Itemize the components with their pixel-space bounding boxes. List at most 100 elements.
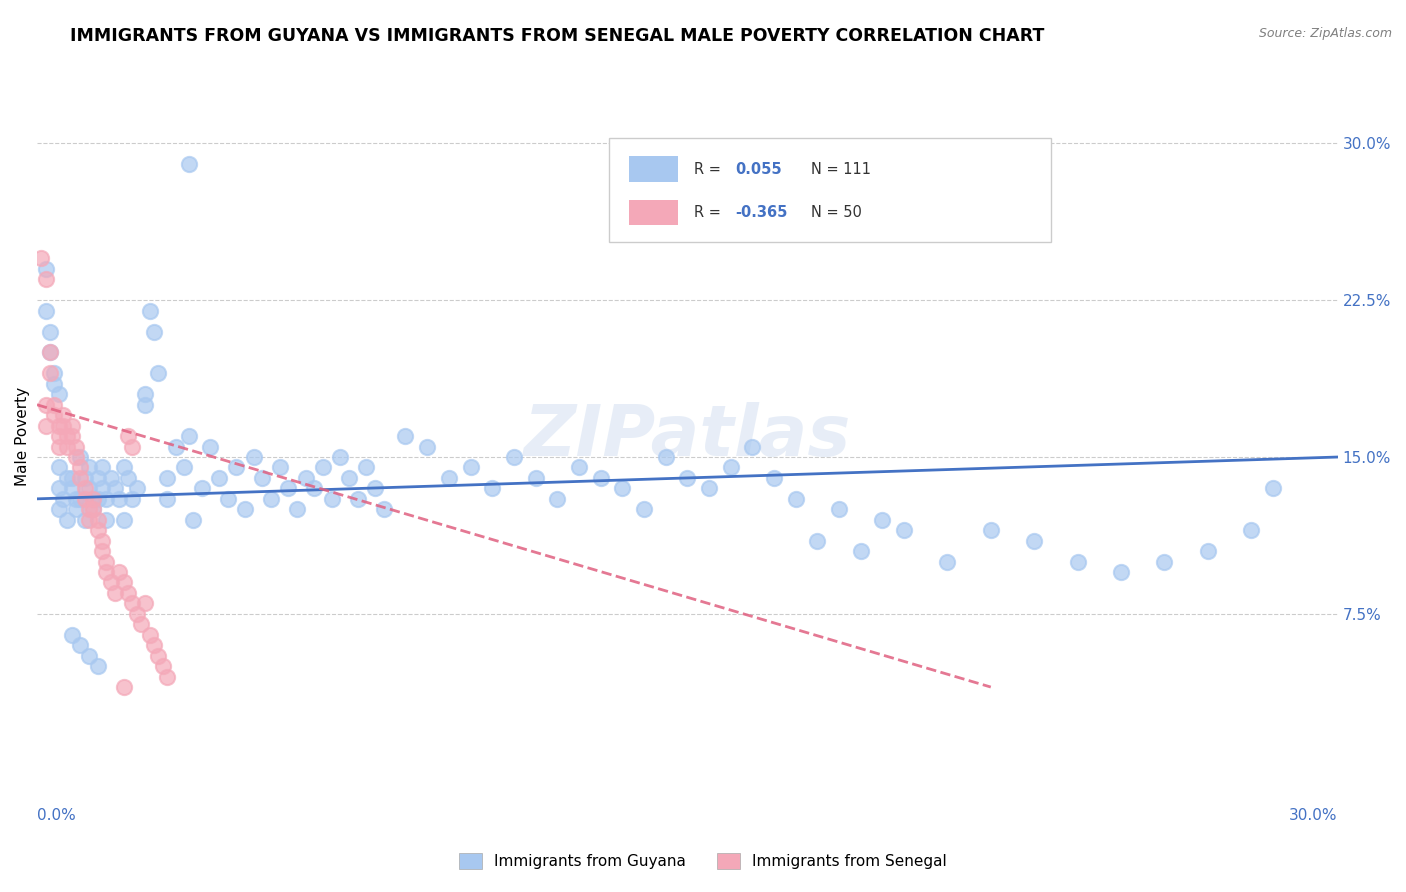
Point	[77, 460, 100, 475]
Point	[1109, 565, 1132, 579]
Text: 30.0%: 30.0%	[1289, 807, 1337, 822]
Point	[524, 471, 547, 485]
Point	[329, 450, 352, 464]
Point	[86, 659, 108, 673]
Point	[73, 482, 96, 496]
Point	[125, 607, 148, 621]
Legend: Immigrants from Guyana, Immigrants from Senegal: Immigrants from Guyana, Immigrants from …	[453, 847, 953, 875]
Point	[460, 460, 482, 475]
Point	[233, 502, 256, 516]
Text: 0.055: 0.055	[735, 161, 782, 177]
Point	[156, 491, 179, 506]
Point	[48, 387, 70, 401]
Point	[980, 523, 1002, 537]
Point	[82, 491, 104, 506]
Point	[872, 513, 894, 527]
Point	[117, 429, 139, 443]
Point	[56, 471, 79, 485]
Point	[741, 440, 763, 454]
Point	[373, 502, 395, 516]
Point	[96, 565, 118, 579]
Point	[806, 533, 828, 548]
Point	[117, 471, 139, 485]
Point	[65, 491, 87, 506]
Point	[177, 429, 200, 443]
Point	[91, 482, 114, 496]
Point	[121, 596, 143, 610]
Point	[48, 502, 70, 516]
Point	[589, 471, 612, 485]
Point	[337, 471, 360, 485]
Point	[208, 471, 231, 485]
Point	[312, 460, 335, 475]
Point	[86, 513, 108, 527]
Point	[60, 482, 83, 496]
Point	[612, 482, 634, 496]
Point	[91, 544, 114, 558]
Point	[34, 303, 56, 318]
Point	[77, 513, 100, 527]
Point	[112, 460, 135, 475]
Point	[69, 491, 91, 506]
Point	[60, 628, 83, 642]
Point	[56, 429, 79, 443]
Point	[96, 513, 118, 527]
Text: IMMIGRANTS FROM GUYANA VS IMMIGRANTS FROM SENEGAL MALE POVERTY CORRELATION CHART: IMMIGRANTS FROM GUYANA VS IMMIGRANTS FRO…	[70, 27, 1045, 45]
Point	[125, 482, 148, 496]
Point	[117, 586, 139, 600]
Point	[112, 513, 135, 527]
Point	[148, 367, 170, 381]
Point	[34, 261, 56, 276]
Point	[481, 482, 503, 496]
Point	[39, 345, 62, 359]
Point	[217, 491, 239, 506]
Point	[77, 482, 100, 496]
FancyBboxPatch shape	[628, 200, 678, 226]
Point	[56, 440, 79, 454]
Text: ZIPatlas: ZIPatlas	[523, 401, 851, 471]
Point	[134, 387, 156, 401]
Point	[30, 252, 52, 266]
Point	[48, 429, 70, 443]
Point	[108, 565, 131, 579]
Point	[1153, 555, 1175, 569]
Point	[304, 482, 326, 496]
Point	[165, 440, 187, 454]
Point	[190, 482, 212, 496]
Point	[285, 502, 308, 516]
Point	[346, 491, 368, 506]
Text: 0.0%: 0.0%	[37, 807, 76, 822]
Text: R =: R =	[693, 205, 725, 220]
Point	[86, 523, 108, 537]
Point	[654, 450, 676, 464]
Point	[177, 157, 200, 171]
Point	[277, 482, 299, 496]
Point	[44, 367, 66, 381]
Text: R =: R =	[693, 161, 725, 177]
Point	[65, 502, 87, 516]
Point	[502, 450, 524, 464]
Y-axis label: Male Poverty: Male Poverty	[15, 386, 30, 485]
Point	[437, 471, 460, 485]
Point	[1261, 482, 1284, 496]
Point	[269, 460, 291, 475]
Point	[34, 418, 56, 433]
Point	[143, 638, 166, 652]
Point	[181, 513, 204, 527]
Point	[546, 491, 568, 506]
Point	[69, 450, 91, 464]
Point	[60, 418, 83, 433]
Point	[356, 460, 378, 475]
Point	[52, 408, 75, 422]
Point	[44, 408, 66, 422]
Point	[936, 555, 959, 569]
Point	[52, 418, 75, 433]
Point	[121, 491, 143, 506]
Point	[134, 398, 156, 412]
Point	[48, 460, 70, 475]
Point	[104, 482, 127, 496]
Point	[785, 491, 807, 506]
Point	[152, 659, 174, 673]
Point	[73, 513, 96, 527]
Point	[112, 680, 135, 694]
